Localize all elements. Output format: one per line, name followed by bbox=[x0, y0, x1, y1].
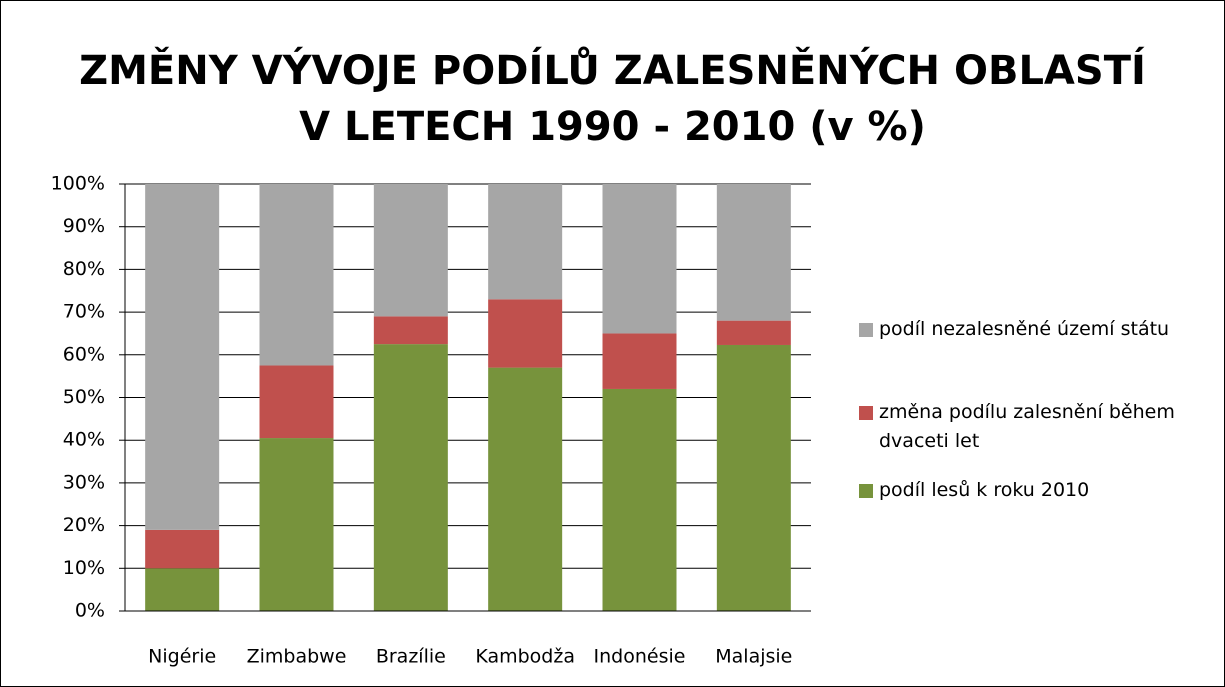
y-tick-label: 90% bbox=[63, 215, 105, 237]
x-tick-label: Nigérie bbox=[148, 646, 216, 668]
legend-item: podíl lesů k roku 2010 bbox=[859, 476, 1199, 505]
x-tick-label: Kambodža bbox=[475, 646, 575, 668]
legend-label: podíl nezalesněné území státu bbox=[879, 318, 1170, 340]
legend-item: změna podílu zalesnění během dvaceti let bbox=[859, 398, 1199, 456]
legend-label: podíl lesů k roku 2010 bbox=[879, 479, 1090, 501]
y-tick-label: 70% bbox=[63, 301, 105, 323]
legend-label: změna podílu zalesnění během dvaceti let bbox=[879, 401, 1175, 452]
x-tick-label: Indonésie bbox=[594, 646, 686, 668]
bar-segment bbox=[716, 344, 791, 611]
y-tick-label: 20% bbox=[63, 514, 105, 536]
bar-segment bbox=[373, 184, 448, 317]
y-tick-label: 100% bbox=[51, 173, 105, 195]
legend-swatch bbox=[859, 406, 873, 420]
y-tick-label: 10% bbox=[63, 557, 105, 579]
y-tick-label: 40% bbox=[63, 429, 105, 451]
bar-segment bbox=[488, 299, 563, 368]
bar-segment bbox=[602, 333, 677, 389]
bar-segment bbox=[145, 184, 220, 530]
y-tick-label: 80% bbox=[63, 258, 105, 280]
bar-segment bbox=[259, 184, 334, 366]
bar-segment bbox=[716, 320, 791, 345]
bar-segment bbox=[602, 184, 677, 334]
bar-segment bbox=[259, 438, 334, 611]
y-tick-label: 60% bbox=[63, 343, 105, 365]
x-tick-label: Zimbabwe bbox=[247, 646, 347, 668]
bar-segment bbox=[259, 365, 334, 439]
y-tick-label: 30% bbox=[63, 471, 105, 493]
legend-item: podíl nezalesněné území státu bbox=[859, 315, 1199, 344]
bar-segment bbox=[145, 568, 220, 611]
bar-segment bbox=[602, 388, 677, 611]
bar-segment bbox=[145, 529, 220, 569]
bar-segment bbox=[488, 184, 563, 300]
y-tick-label: 50% bbox=[63, 386, 105, 408]
bar-segment bbox=[488, 367, 563, 611]
x-tick-label: Malajsie bbox=[715, 646, 792, 668]
y-tick-label: 0% bbox=[75, 600, 105, 622]
legend-swatch bbox=[859, 323, 873, 337]
bar-segment bbox=[373, 316, 448, 345]
bar-segment bbox=[716, 184, 791, 321]
chart-title: ZMĚNY VÝVOJE PODÍLŮ ZALESNĚNÝCH OBLASTÍ … bbox=[79, 48, 1146, 150]
legend-swatch bbox=[859, 484, 873, 498]
x-tick-label: Brazílie bbox=[376, 646, 446, 668]
bar-segment bbox=[373, 344, 448, 611]
